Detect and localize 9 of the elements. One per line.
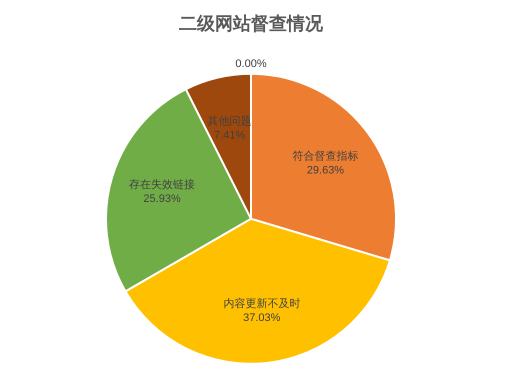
data-label: 7.41% [214, 130, 246, 142]
slice-label: 存在失效链接 [129, 178, 196, 192]
data-label: 29.63% [306, 164, 344, 176]
data-label: 37.03% [243, 312, 281, 324]
slice-label: 符合督查指标 [292, 149, 358, 162]
slice-label: 内容更新不及时 [223, 297, 300, 310]
data-label: 25.93% [143, 193, 181, 206]
text: 0.00% [235, 58, 267, 70]
chart-title: 二级网站督查情况 [179, 13, 324, 34]
